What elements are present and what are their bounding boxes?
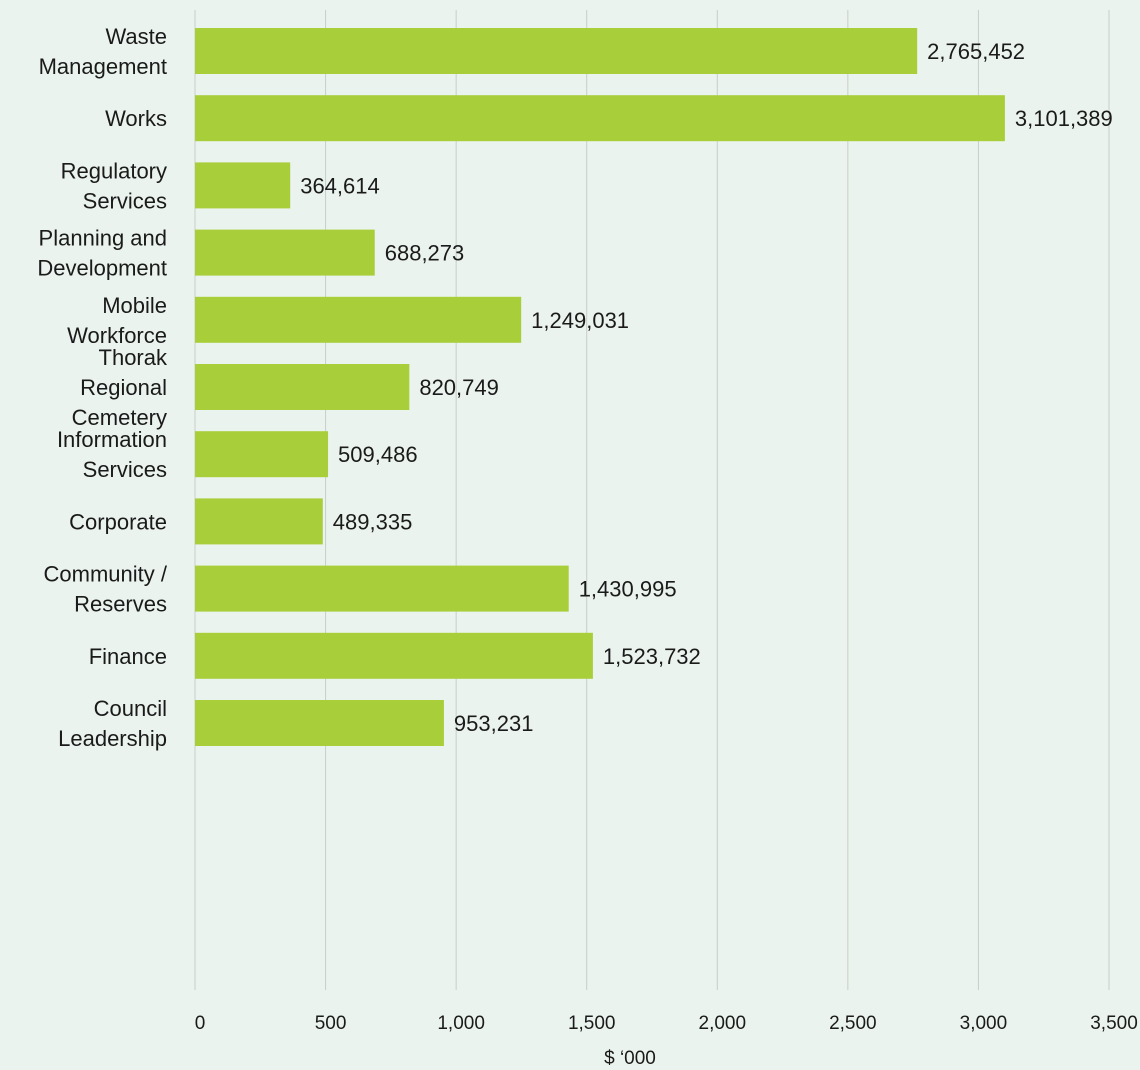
x-tick-label-5: 2,500 [829,1013,877,1034]
bar-9 [195,632,593,679]
category-label-5-line-2: Cemetery [72,405,167,430]
category-label-5-line-0: Thorak [99,345,168,370]
x-tick-label-4: 2,000 [699,1013,747,1034]
category-label-2-line-0: Regulatory [61,158,167,183]
category-label-6-line-1: Services [83,457,167,482]
category-label-6-line-0: Information [57,427,167,452]
x-axis-title: $ ‘000 [604,1048,656,1069]
category-label-3-line-1: Development [37,256,167,281]
category-label-8-line-0: Community / [44,562,168,587]
value-label-7: 489,335 [333,509,413,534]
category-label-9-line-0: Finance [89,644,167,669]
x-tick-label-3: 1,500 [568,1013,616,1034]
bar-5 [195,364,410,410]
category-label-1-line-0: Works [105,106,167,131]
bar-3 [195,229,375,276]
value-label-5: 820,749 [419,375,499,400]
value-label-6: 509,486 [338,442,418,467]
x-tick-label-0: 0 [195,1013,206,1034]
category-label-8: Community / Reserves [44,562,168,617]
bar-2 [195,162,291,209]
category-label-3-line-0: Planning and [39,226,167,251]
category-label-2: Regulatory Services [61,158,167,213]
category-label-0-line-0: Waste [105,24,167,49]
value-label-3: 688,273 [385,241,465,266]
value-label-10: 953,231 [454,711,534,736]
value-label-1: 3,101,389 [1015,106,1113,131]
category-label-3: Planning and Development [37,226,167,281]
category-label-6: Information Services [57,427,167,482]
category-label-10-line-1: Leadership [58,726,167,751]
category-label-7: Corporate [69,509,167,534]
category-label-10-line-0: Council [94,696,167,721]
category-label-7-line-0: Corporate [69,509,167,534]
category-label-8-line-1: Reserves [74,592,167,617]
bar-10 [195,700,444,746]
bars [195,28,1005,746]
category-label-0: Waste Management [39,24,167,79]
category-label-1: Works [105,106,167,131]
x-tick-label-6: 3,000 [960,1013,1008,1034]
category-label-0-line-1: Management [39,54,167,79]
x-tick-labels: 0 500 1,000 1,500 2,000 2,500 3,000 3,500 [195,1013,1138,1034]
bar-8 [195,565,569,612]
category-label-4-line-1: Workforce [67,323,167,348]
bar-6 [195,431,329,478]
bar-7 [195,498,323,545]
category-label-9: Finance [89,644,167,669]
x-tick-label-1: 500 [315,1013,347,1034]
category-label-4: Mobile Workforce [67,293,167,348]
bar-4 [195,296,522,343]
category-labels: Waste Management Works Regulatory Services Pl… [37,24,168,751]
value-label-4: 1,249,031 [531,308,629,333]
value-labels: 2,765,452 3,101,389 364,614 688,273 1,249,03… [300,39,1113,736]
category-label-4-line-0: Mobile [102,293,167,318]
category-label-2-line-1: Services [83,188,167,213]
bar-1 [195,95,1005,142]
value-label-0: 2,765,452 [927,39,1025,64]
value-label-2: 364,614 [300,173,380,198]
value-label-8: 1,430,995 [579,577,677,602]
category-label-10: Council Leadership [58,696,167,751]
x-tick-label-7: 3,500 [1090,1013,1138,1034]
value-label-9: 1,523,732 [603,644,701,669]
gridlines [194,10,1110,990]
x-tick-label-2: 1,000 [437,1013,485,1034]
category-label-5: Thorak Regional Cemetery [72,345,168,430]
bar-0 [195,28,918,74]
category-label-5-line-1: Regional [80,375,167,400]
